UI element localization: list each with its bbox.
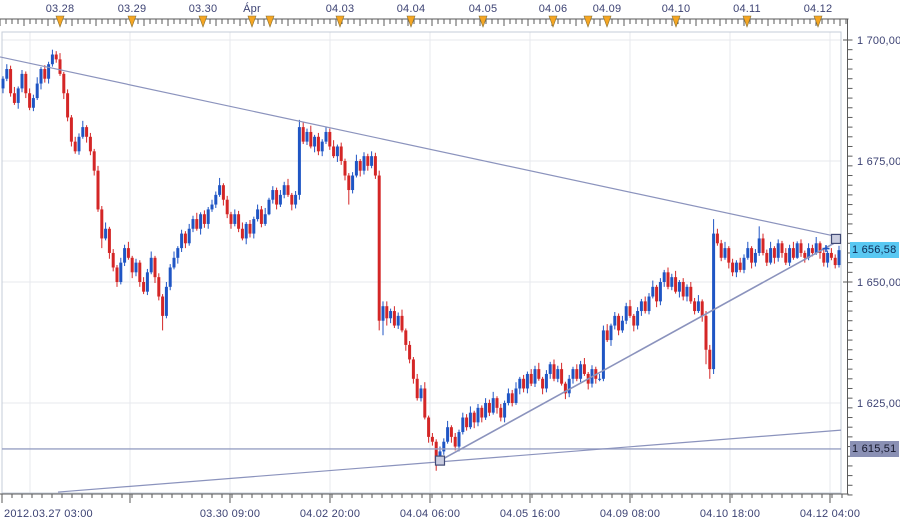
horizontal-line-price-label: 1 615,51 [850,441,899,457]
top-axis-date-label: 04.10 [662,3,691,15]
day-marker-icon [671,15,681,28]
bottom-axis-time-label: 04.04 06:00 [400,508,460,520]
grid-layer [1,31,842,494]
right-axis-price-label: 1 675,00 [857,156,900,168]
bottom-axis-time-label: 04.10 18:00 [700,508,760,520]
top-axis-date-label: 04.11 [733,3,761,15]
ascending-trendline[interactable] [439,238,842,462]
day-marker-icon [478,15,488,28]
day-marker-icon [548,15,558,28]
selection-handles[interactable] [434,233,842,466]
entry-cross-icon [822,245,830,253]
right-axis-price-label: 1 700,00 [857,35,900,47]
day-marker-icon [813,15,823,28]
top-axis-date-label: 04.09 [593,3,622,15]
right-axis-price-label: 1 625,00 [857,398,900,410]
bottom-axis-time-label: 04.02 20:00 [300,508,360,520]
bottom-axis-time-label: 04.12 04:00 [800,508,860,520]
top-axis-date-label: 04.05 [469,3,498,15]
bottom-axis-time-label: 04.09 08:00 [600,508,660,520]
day-marker-icon [127,15,137,28]
day-marker-icon [742,15,752,28]
top-axis-date-label: 03.30 [189,3,218,15]
top-axis-date-label: 04.06 [539,3,568,15]
right-axis-price-label: 1 650,00 [857,277,900,289]
day-marker-icon [406,15,416,28]
current-price-label: 1 656,58 [850,242,899,258]
bottom-axis-time-label: 04.05 16:00 [500,508,560,520]
right-axis[interactable]: 1 700,00 1 675,00 1 650,00 1 625,00 [843,19,900,496]
plot-border [1,31,842,494]
top-axis[interactable]: 03.28 03.29 03.30 Ápr 04.03 04.04 04.05 04.06 04… [0,2,849,28]
top-axis-date-label: 03.28 [46,3,75,15]
top-axis-date-label: 04.04 [397,3,426,15]
candlestick-series [1,49,841,471]
day-marker-icon [335,15,345,28]
day-marker-icon [55,15,65,28]
lower-channel-line[interactable] [57,429,842,493]
top-axis-date-label: 03.29 [118,3,147,15]
day-marker-icon [602,15,612,28]
top-axis-date-label: 04.03 [326,3,355,15]
bottom-axis[interactable]: 2012.03.27 03:00 03.30 09:00 04.02 20:00 04… [0,493,860,520]
bottom-axis-time-label: 2012.03.27 03:00 [4,508,93,520]
top-axis-date-label: 04.12 [804,3,833,15]
bottom-axis-time-label: 03.30 09:00 [200,508,260,520]
top-axis-date-label: Ápr [243,2,261,15]
day-marker-icon [583,15,593,28]
day-marker-icon [247,15,257,28]
day-marker-icon [265,15,275,28]
day-marker-icon [198,15,208,28]
descending-trendline[interactable] [0,56,842,239]
